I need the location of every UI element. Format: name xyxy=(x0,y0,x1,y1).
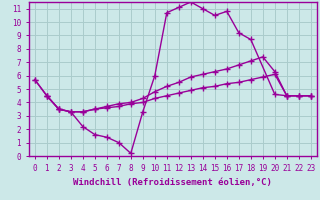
X-axis label: Windchill (Refroidissement éolien,°C): Windchill (Refroidissement éolien,°C) xyxy=(73,178,272,187)
